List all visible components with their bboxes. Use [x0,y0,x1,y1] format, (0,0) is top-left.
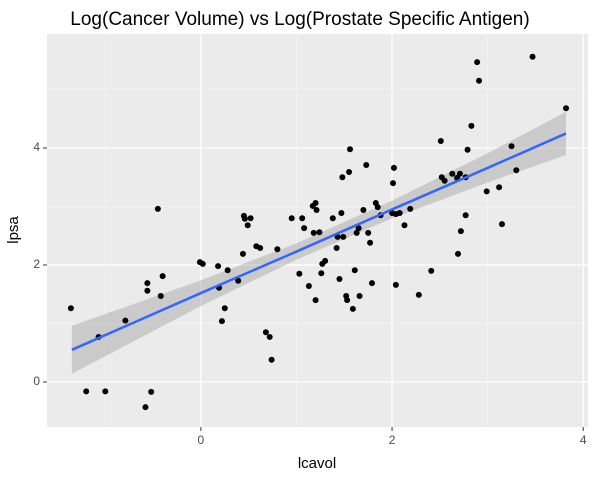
point [313,207,320,214]
x-axis-label: lcavol [298,455,336,472]
point [154,205,161,212]
point [268,356,275,363]
point [83,388,90,395]
point [415,291,422,298]
point [241,215,248,222]
point [144,280,151,287]
point [144,287,151,294]
point [390,180,397,187]
point [274,246,281,253]
point [374,204,381,211]
point [468,122,475,129]
point [407,205,414,212]
point [396,209,403,216]
x-tick-label: 4 [580,433,587,447]
point [401,222,408,229]
point [102,388,109,395]
point [346,146,353,153]
x-tick-label: 2 [389,433,396,447]
point [498,221,505,228]
point [367,239,374,246]
point [288,215,295,222]
point [508,143,515,150]
point [199,260,206,267]
point [218,318,225,325]
y-tick-label: 0 [33,374,40,388]
point [301,225,308,232]
point [449,170,456,177]
y-tick-label: 4 [33,140,40,154]
point [247,215,254,222]
point [318,270,325,277]
point [353,229,360,236]
point [496,184,503,191]
point [513,167,520,174]
x-tick-label: 0 [198,433,205,447]
point [457,228,464,235]
point [339,174,346,181]
point [305,283,312,290]
y-axis-label: lpsa [5,216,22,244]
point [476,77,483,84]
point [266,333,273,340]
point [455,250,462,257]
point [316,229,323,236]
point [344,297,351,304]
chart-title: Log(Cancer Volume) vs Log(Prostate Speci… [70,9,529,30]
point [356,293,363,299]
point [338,209,345,216]
smooth-line [71,132,567,351]
point [142,404,149,411]
point [360,207,367,214]
point [355,225,362,232]
point [351,267,358,274]
point [336,276,343,283]
point [329,215,336,222]
point [390,164,397,171]
point [215,263,222,270]
point [529,53,536,60]
point [346,169,353,176]
point [235,277,242,284]
point [392,281,399,288]
point [462,212,469,219]
point [159,273,166,280]
point [244,222,251,229]
point [224,267,231,274]
point [368,280,375,287]
point [474,59,481,66]
point [322,257,329,264]
point [257,245,264,252]
point [310,229,317,236]
point [157,293,164,299]
point [221,305,228,312]
point [122,317,129,324]
point [428,267,435,274]
point [349,305,356,312]
point [437,138,444,145]
point [312,297,319,304]
point [148,388,155,395]
point [333,245,340,252]
point [563,105,570,112]
point [67,305,74,312]
point [464,146,471,153]
point [456,170,463,177]
point [365,229,372,236]
point [340,233,347,240]
point [262,329,269,336]
point [483,188,490,195]
point [239,250,246,257]
point [363,162,370,168]
point [312,200,319,207]
y-tick-label: 2 [33,257,40,271]
point [299,215,306,222]
point [296,270,303,277]
point [441,177,448,184]
